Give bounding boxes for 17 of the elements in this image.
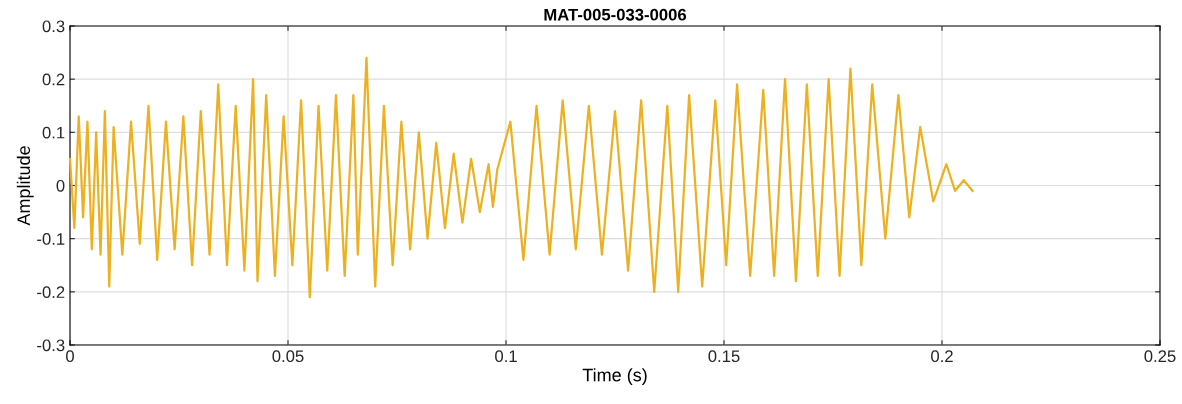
y-tick-label: -0.1	[37, 233, 65, 245]
x-tick-label: 0.25	[1144, 350, 1176, 363]
line-series	[68, 56, 974, 299]
y-tick-label: -0.2	[37, 286, 65, 299]
y-tick-label: 0	[56, 179, 65, 192]
x-tick-label: 0	[66, 350, 74, 363]
x-tick-label: 0.2	[931, 350, 953, 363]
chart-title: MAT-005-033-0006	[544, 8, 687, 21]
y-tick-label: 0.2	[42, 73, 65, 86]
x-tick-label: 0.15	[708, 350, 740, 363]
y-tick-label: 0.1	[42, 126, 65, 139]
x-tick-label: 0.1	[495, 350, 517, 363]
y-tick-label: -0.3	[37, 339, 65, 352]
y-tick-label: 0.3	[42, 20, 65, 33]
y-axis-title: Amplitude	[16, 146, 34, 226]
x-tick-label: 0.05	[272, 350, 304, 363]
x-axis-title: Time (s)	[582, 368, 647, 385]
